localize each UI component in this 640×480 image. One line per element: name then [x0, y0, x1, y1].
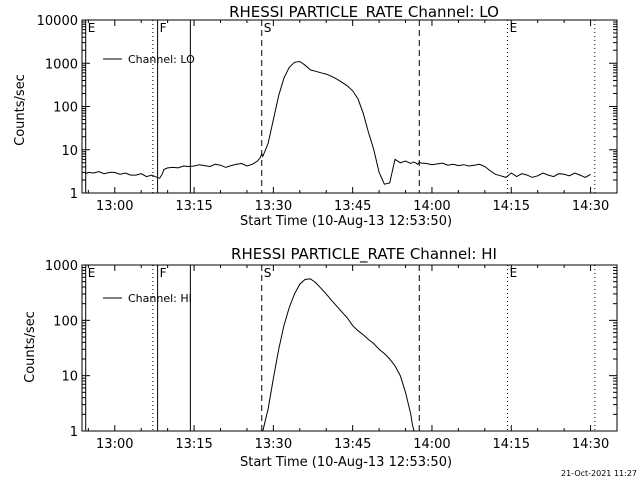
lo-x-tick-label: 14:00: [413, 199, 450, 214]
hi-channel-panel: RHESSI PARTICLE_RATE Channel: HI Counts/…: [23, 245, 618, 470]
lo-y-tick-label: 100: [53, 101, 78, 116]
hi-data-line: [262, 278, 415, 432]
lo-x-tick-label: 14:30: [572, 199, 609, 214]
footer-timestamp: 21-Oct-2021 11:27: [561, 469, 637, 478]
hi-x-tick-label: 14:30: [572, 437, 609, 452]
lo-channel-panel: RHESSI PARTICLE_RATE Channel: LO Counts/…: [13, 3, 618, 229]
hi-y-tick-label: 1: [70, 425, 78, 440]
hi-x-tick-label: 13:45: [334, 437, 371, 452]
lo-y-tick-label: 10000: [37, 14, 78, 29]
hi-event-marker-label: E: [510, 266, 518, 280]
hi-event-marker-label: E: [88, 266, 96, 280]
lo-y-axis-label: Counts/sec: [13, 74, 28, 146]
lo-x-tick-label: 14:15: [493, 199, 530, 214]
lo-legend-label: Channel: LO: [128, 53, 195, 66]
lo-data-line: [85, 60, 591, 185]
hi-x-tick-label: 13:15: [175, 437, 212, 452]
lo-y-tick-label: 1000: [45, 57, 78, 72]
lo-event-marker-label: E: [510, 21, 518, 35]
lo-plot-frame: [81, 19, 618, 194]
hi-x-tick-label: 14:00: [413, 437, 450, 452]
hi-chart-title: RHESSI PARTICLE_RATE Channel: HI: [231, 245, 497, 264]
lo-x-tick-label: 13:15: [175, 199, 212, 214]
lo-x-tick-label: 13:00: [96, 199, 133, 214]
hi-x-tick-label: 14:15: [493, 437, 530, 452]
hi-legend-label: Channel: HI: [128, 292, 192, 305]
hi-plot-frame: [81, 264, 618, 432]
hi-y-tick-label: 100: [53, 314, 78, 329]
lo-event-marker-label: S: [264, 21, 272, 35]
hi-x-tick-label: 13:00: [96, 437, 133, 452]
hi-event-marker-label: F: [160, 266, 167, 280]
lo-y-tick-label: 1: [70, 187, 78, 202]
hi-x-axis-label: Start Time (10-Aug-13 12:53:50): [240, 455, 452, 470]
hi-x-tick-label: 13:30: [255, 437, 292, 452]
lo-chart-title: RHESSI PARTICLE_RATE Channel: LO: [229, 3, 499, 22]
lo-x-axis-label: Start Time (10-Aug-13 12:53:50): [240, 214, 452, 229]
hi-y-tick-label: 10: [61, 370, 78, 385]
lo-x-tick-label: 13:45: [334, 199, 371, 214]
lo-event-marker-label: F: [160, 21, 167, 35]
lo-x-tick-label: 13:30: [255, 199, 292, 214]
lo-y-tick-label: 10: [61, 144, 78, 159]
hi-event-marker-label: S: [264, 266, 272, 280]
lo-event-marker-label: E: [88, 21, 96, 35]
hi-y-tick-label: 1000: [45, 259, 78, 274]
hi-y-axis-label: Counts/sec: [23, 311, 38, 383]
